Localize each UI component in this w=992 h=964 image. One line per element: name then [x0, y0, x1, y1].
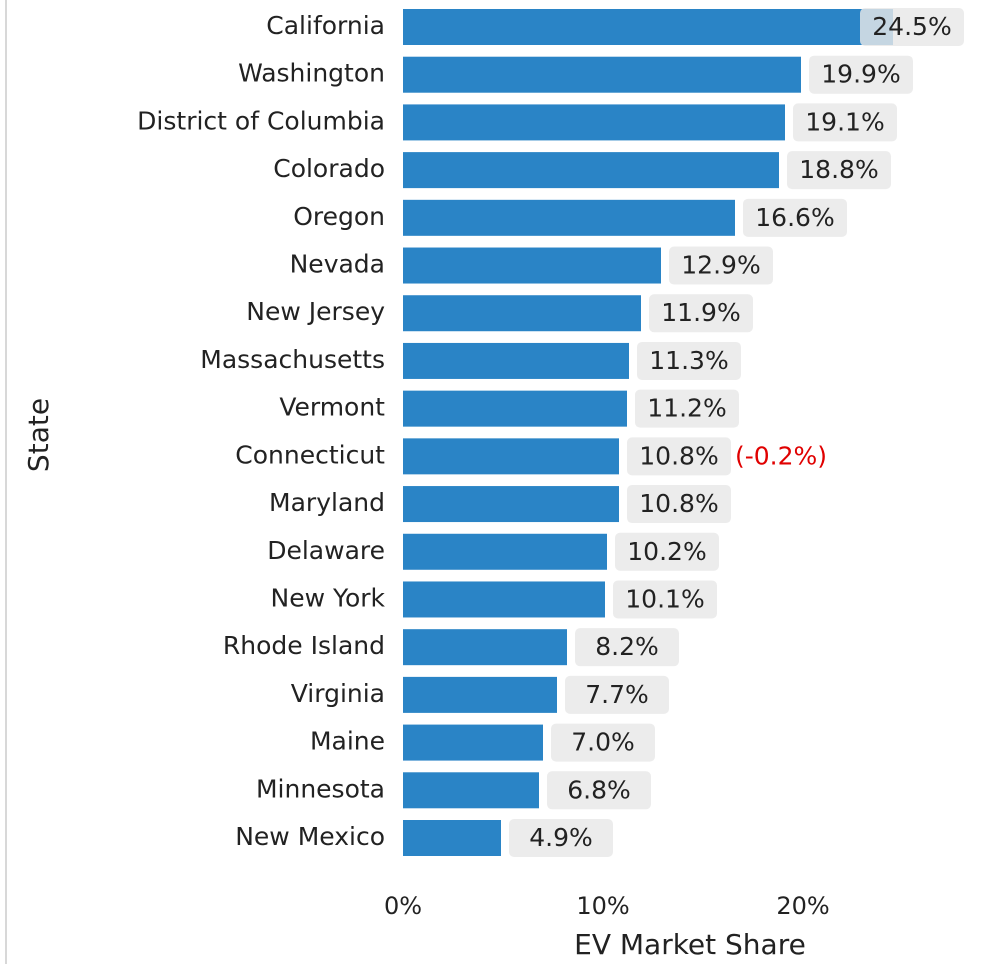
bar — [403, 295, 641, 332]
y-tick-label: Washington — [238, 59, 385, 88]
value-label: 11.9% — [661, 298, 740, 327]
bar — [403, 724, 543, 761]
value-label: 10.2% — [627, 537, 706, 566]
bar — [403, 152, 779, 189]
x-tick-label: 10% — [576, 892, 629, 920]
annotation: (-0.2%) — [735, 441, 827, 470]
y-tick-label: Connecticut — [235, 440, 385, 469]
value-label: 7.7% — [585, 680, 649, 709]
value-label-box — [860, 8, 964, 46]
x-tick-label: 0% — [384, 892, 422, 920]
value-label-box — [615, 532, 719, 571]
value-label: 4.9% — [529, 823, 593, 852]
value-label-box — [551, 723, 655, 762]
bar — [403, 533, 607, 570]
y-tick-label: Nevada — [290, 250, 385, 279]
value-label-box — [649, 294, 753, 333]
value-label-box — [793, 103, 897, 142]
value-label: 6.8% — [567, 775, 631, 804]
y-tick-label: Minnesota — [256, 774, 385, 803]
y-tick-label: Delaware — [267, 536, 385, 565]
value-label-box — [635, 389, 739, 428]
value-label: 10.8% — [639, 441, 718, 470]
value-label: 12.9% — [681, 251, 760, 280]
value-label-box — [547, 771, 651, 810]
y-tick-label: New Jersey — [246, 297, 385, 326]
value-label-box — [809, 55, 913, 94]
value-label: 19.9% — [821, 60, 900, 89]
bar — [403, 581, 605, 618]
value-label: 16.6% — [755, 203, 834, 232]
bar — [403, 247, 661, 284]
value-label-box — [743, 198, 847, 237]
value-label-box — [509, 819, 613, 857]
value-label-box — [627, 437, 731, 476]
bar — [403, 9, 893, 45]
value-label: 11.2% — [647, 394, 726, 423]
value-label: 8.2% — [595, 632, 659, 661]
value-label: 24.5% — [872, 12, 951, 41]
value-label-box — [565, 675, 669, 714]
x-axis-title: EV Market Share — [574, 928, 806, 961]
bar — [403, 676, 557, 713]
y-tick-label: California — [266, 11, 385, 40]
bar — [403, 438, 619, 475]
bar — [403, 342, 629, 379]
bar — [403, 56, 801, 93]
y-tick-label: Oregon — [293, 202, 385, 231]
bar — [403, 104, 785, 141]
y-tick-label: Maine — [310, 727, 385, 756]
y-tick-label: Maryland — [269, 488, 385, 517]
y-tick-label: Colorado — [273, 154, 385, 183]
y-tick-label: New York — [271, 583, 386, 612]
value-label-box — [669, 246, 773, 285]
y-tick-label: Vermont — [279, 393, 385, 422]
y-axis-title: State — [22, 398, 55, 472]
y-tick-label: Massachusetts — [200, 345, 385, 374]
value-label: 19.1% — [805, 107, 884, 136]
bar — [403, 820, 501, 856]
value-label-box — [575, 628, 679, 667]
value-label-box — [637, 341, 741, 380]
y-tick-label: District of Columbia — [137, 106, 385, 135]
bar — [403, 772, 539, 809]
value-label: 10.1% — [625, 584, 704, 613]
value-label: 10.8% — [639, 489, 718, 518]
value-label: 18.8% — [799, 155, 878, 184]
y-tick-label: New Mexico — [235, 822, 385, 851]
value-label: 11.3% — [649, 346, 728, 375]
bar — [403, 486, 619, 523]
value-label: 7.0% — [571, 728, 635, 757]
bar — [403, 199, 735, 236]
value-label-box — [613, 580, 717, 619]
bar — [403, 390, 627, 427]
value-label-box — [787, 151, 891, 190]
value-label-box — [627, 485, 731, 524]
y-tick-label: Rhode Island — [223, 631, 385, 660]
x-tick-label: 20% — [776, 892, 829, 920]
y-tick-label: Virginia — [291, 679, 385, 708]
bar — [403, 629, 567, 666]
